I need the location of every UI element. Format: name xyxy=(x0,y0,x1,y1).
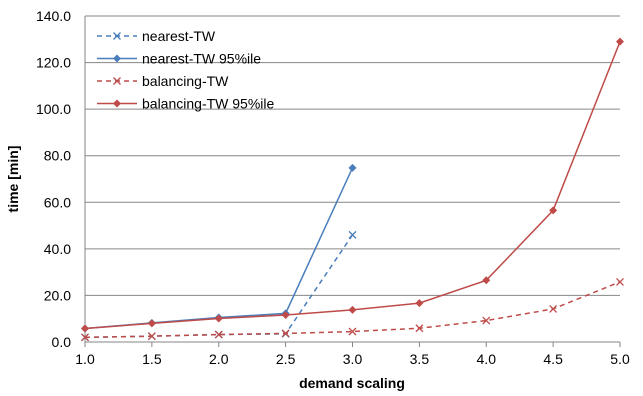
legend-label: balancing-TW xyxy=(142,73,229,89)
y-tick-label: 80.0 xyxy=(44,148,71,164)
data-point xyxy=(549,304,558,313)
data-point xyxy=(281,329,290,338)
y-tick-labels: 0.0 20.0 40.0 60.0 80.0 100.0 120.0 140.0 xyxy=(36,8,71,350)
series-line xyxy=(84,167,354,330)
data-point xyxy=(81,333,89,342)
data-point xyxy=(348,305,357,314)
data-point xyxy=(147,319,156,328)
x-tick-label: 3.5 xyxy=(410,351,430,367)
x-axis-title: demand scaling xyxy=(299,375,405,391)
series-nearest-tw-95-ile xyxy=(81,163,357,333)
x-tick-labels: 1.0 1.5 2.0 2.5 3.0 3.5 4.0 4.5 5.0 xyxy=(75,342,630,367)
data-point xyxy=(147,332,156,341)
data-point xyxy=(348,163,357,172)
legend-item: nearest-TW 95%ile xyxy=(97,51,261,67)
data-point xyxy=(348,230,357,239)
data-point xyxy=(281,310,290,319)
x-tick-label: 5.0 xyxy=(610,351,630,367)
data-point xyxy=(482,276,491,285)
x-tick-label: 4.0 xyxy=(477,351,497,367)
series-balancing-tw-95-ile xyxy=(81,37,624,333)
data-point xyxy=(214,330,223,339)
legend-label: nearest-TW xyxy=(142,28,216,44)
y-tick-label: 20.0 xyxy=(44,287,71,303)
data-point xyxy=(415,324,424,333)
legend-item: balancing-TW xyxy=(97,73,229,89)
legend-marker xyxy=(113,99,121,108)
legend-label: balancing-TW 95%ile xyxy=(142,96,274,112)
data-point xyxy=(214,314,223,323)
legend-item: nearest-TW xyxy=(97,28,216,44)
data-point xyxy=(415,299,424,308)
x-tick-label: 1.0 xyxy=(75,351,95,367)
x-tick-label: 1.5 xyxy=(142,351,162,367)
gridlines xyxy=(85,15,620,296)
data-point xyxy=(616,37,624,46)
x-tick-label: 4.5 xyxy=(543,351,563,367)
y-tick-label: 60.0 xyxy=(44,194,71,210)
legend-marker xyxy=(113,54,121,63)
x-tick-label: 2.0 xyxy=(209,351,229,367)
legend: nearest-TW nearest-TW 95%ile balancing-TW b… xyxy=(97,28,274,112)
series-balancing-tw xyxy=(81,277,624,342)
legend-marker xyxy=(113,32,121,40)
y-axis-title: time [min] xyxy=(5,146,21,213)
y-tick-label: 40.0 xyxy=(44,241,71,257)
x-tick-label: 3.0 xyxy=(343,351,363,367)
data-point xyxy=(81,324,89,333)
legend-marker xyxy=(113,77,121,85)
data-point xyxy=(616,277,624,286)
legend-item: balancing-TW 95%ile xyxy=(97,96,274,112)
x-tick-label: 2.5 xyxy=(276,351,296,367)
y-tick-label: 140.0 xyxy=(36,8,71,24)
y-tick-label: 100.0 xyxy=(36,101,71,117)
data-point xyxy=(549,206,558,215)
y-tick-label: 120.0 xyxy=(36,55,71,71)
data-point xyxy=(348,327,357,336)
series-nearest-tw xyxy=(81,230,357,342)
legend-label: nearest-TW 95%ile xyxy=(142,51,261,67)
series-layer xyxy=(81,37,624,342)
y-tick-label: 0.0 xyxy=(52,334,72,350)
data-point xyxy=(482,316,491,325)
